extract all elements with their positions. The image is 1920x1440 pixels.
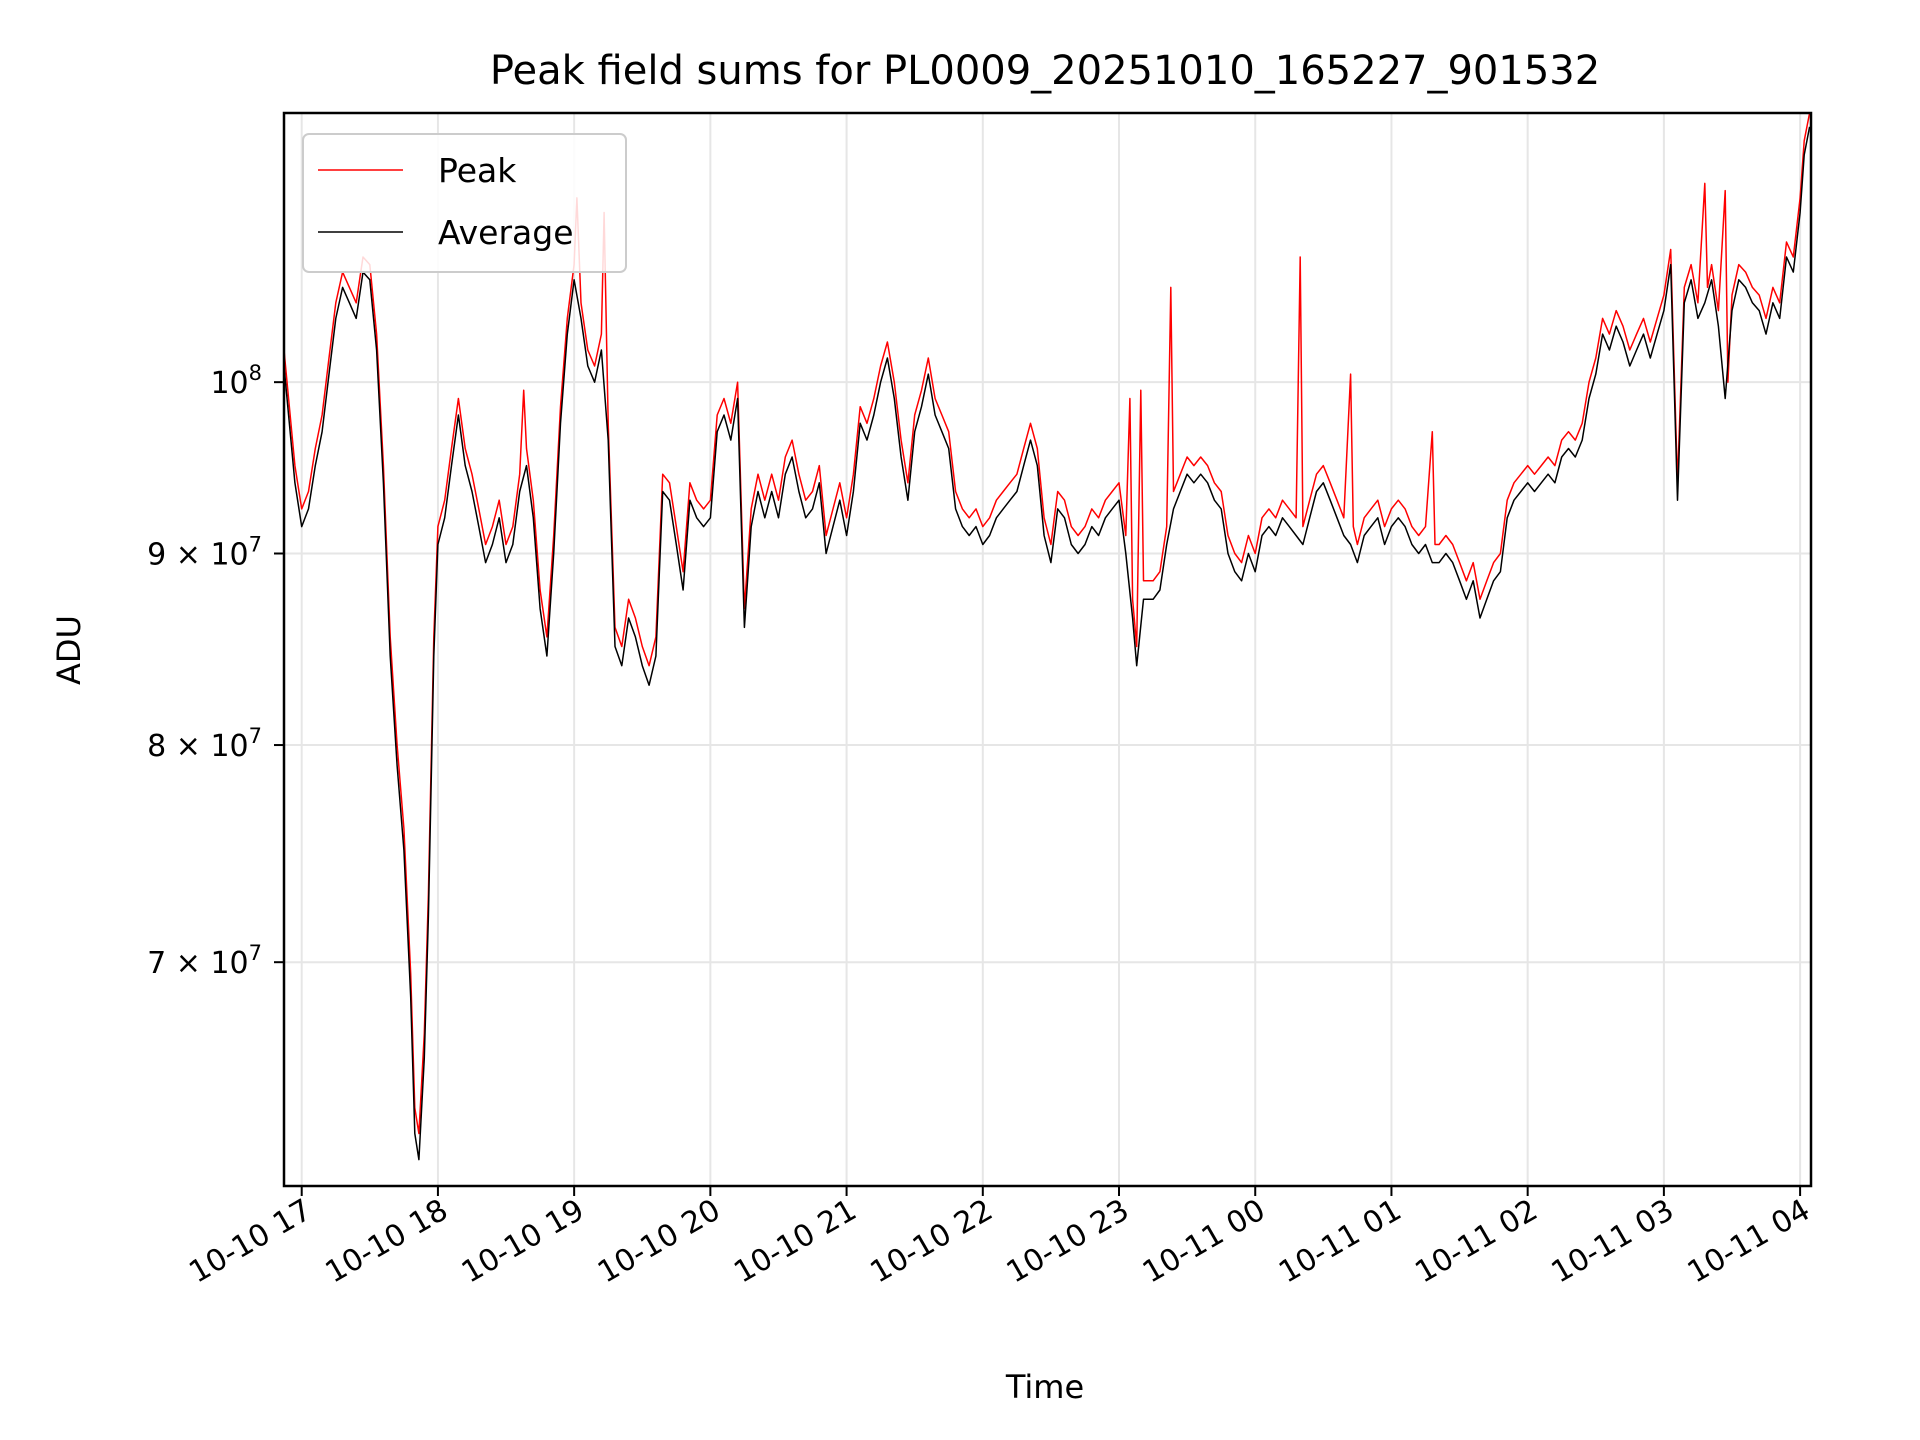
y-tick-exponent: 7 (249, 941, 262, 965)
y-tick-exponent: 7 (249, 724, 262, 748)
series-line-peak (284, 113, 1811, 1135)
legend-box (302, 133, 627, 273)
legend-label-peak: Peak (438, 151, 517, 190)
chart-title: Peak field sums for PL0009_20251010_1652… (490, 48, 1600, 94)
y-tick-label: 7 × 107 (147, 941, 262, 981)
y-tick-label: 108 (210, 361, 262, 401)
y-tick-times: × 10 (166, 538, 248, 573)
y-tick-mantissa: 7 (147, 946, 166, 981)
legend: Peak Average (302, 133, 627, 273)
x-axis-label: Time (1005, 1368, 1084, 1406)
y-tick-label: 9 × 107 (147, 533, 262, 573)
series-line-average (284, 126, 1811, 1161)
plot-frame (282, 111, 1813, 1188)
series-lines (284, 113, 1811, 1161)
y-tick-times: × 10 (166, 946, 248, 981)
y-axis-label: ADU (50, 615, 88, 685)
y-tick-mantissa: 8 (147, 729, 166, 764)
y-tick-exponent: 7 (249, 533, 262, 557)
y-tick-label: 8 × 107 (147, 724, 262, 764)
grid-lines (284, 113, 1811, 1186)
y-tick-mantissa: 9 (147, 538, 166, 573)
y-tick-base: 10 (210, 366, 248, 401)
y-tick-exponent: 8 (249, 361, 262, 385)
legend-label-average: Average (438, 213, 574, 252)
y-tick-times: × 10 (166, 729, 248, 764)
